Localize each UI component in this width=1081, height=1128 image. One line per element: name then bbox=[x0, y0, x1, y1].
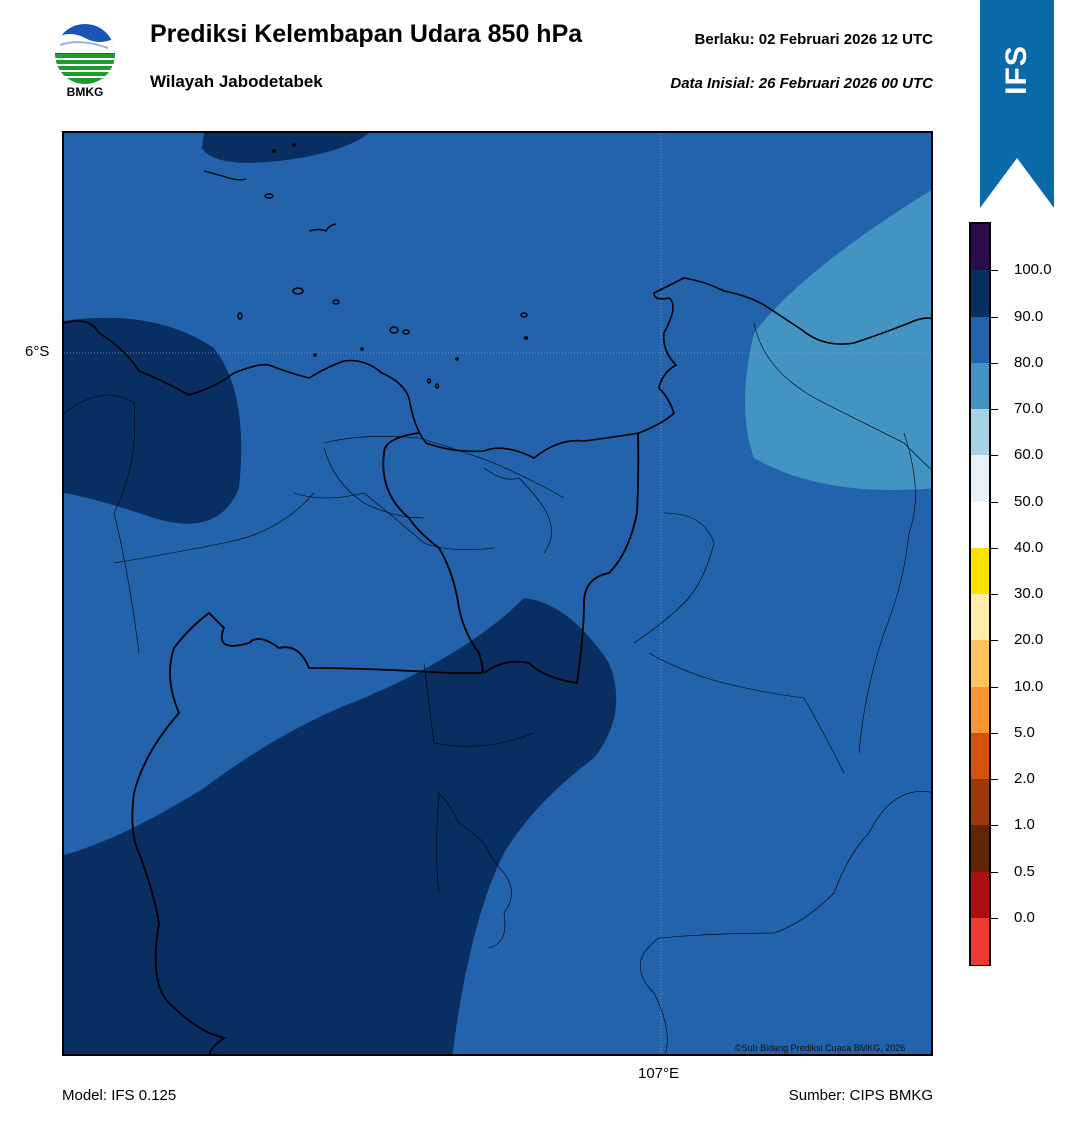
humidity-map bbox=[64, 133, 931, 1054]
ifs-ribbon-icon bbox=[980, 0, 1054, 208]
model-label: Model: IFS 0.125 bbox=[62, 1087, 177, 1104]
colorbar-tick-label: 40.0 bbox=[1014, 538, 1044, 556]
colorbar-segment bbox=[971, 686, 989, 734]
rh-70-80-area bbox=[745, 190, 931, 490]
colorbar-tick-label: 5.0 bbox=[1014, 723, 1035, 741]
colorbar-segment bbox=[971, 316, 989, 364]
longitude-label: 107°E bbox=[638, 1065, 680, 1082]
colorbar-tick bbox=[991, 779, 998, 780]
colorbar-tick bbox=[991, 825, 998, 827]
colorbar-segment bbox=[971, 224, 989, 271]
source-label: Sumber: CIPS BMKG bbox=[788, 1087, 933, 1104]
colorbar-segment bbox=[971, 501, 989, 549]
colorbar-segment bbox=[971, 640, 989, 687]
logo-label: BMKG bbox=[66, 85, 104, 99]
colorbar-tick bbox=[991, 501, 998, 503]
coastline bbox=[64, 277, 931, 459]
colorbar-tick bbox=[991, 917, 998, 919]
colorbar-tick bbox=[991, 362, 998, 364]
colorbar-segment bbox=[971, 871, 989, 919]
valid-time: Berlaku: 02 Februari 2026 12 UTC bbox=[694, 31, 933, 48]
colorbar-segment bbox=[971, 409, 989, 456]
rh-90-100-west bbox=[64, 317, 242, 524]
colorbar-tick-label: 0.0 bbox=[1014, 908, 1035, 926]
colorbar-segment bbox=[971, 594, 989, 641]
colorbar-segment bbox=[971, 362, 989, 410]
colorbar-segment bbox=[971, 779, 989, 826]
colorbar-tick-label: 2.0 bbox=[1014, 770, 1035, 787]
colorbar-tick-label: 100.0 bbox=[1014, 261, 1052, 279]
colorbar-tick-label: 0.5 bbox=[1014, 862, 1035, 880]
colorbar-tick-label: 20.0 bbox=[1014, 631, 1044, 649]
map-credit: ©Sub Bidang Prediksi Cuaca BMKG, 2026 bbox=[735, 1043, 906, 1053]
colorbar-segment bbox=[971, 917, 989, 965]
colorbar-tick bbox=[991, 732, 998, 734]
district-borders bbox=[64, 322, 931, 1054]
init-time: Data Inisial: 26 Februari 2026 00 UTC bbox=[670, 75, 933, 92]
colorbar-segment bbox=[971, 547, 989, 595]
rh-90-100-north bbox=[202, 133, 369, 163]
colorbar-tick bbox=[991, 547, 998, 549]
colorbar-tick-label: 30.0 bbox=[1014, 585, 1044, 602]
colorbar-tick bbox=[991, 594, 998, 595]
colorbar-tick-label: 80.0 bbox=[1014, 353, 1044, 371]
colorbar-segment bbox=[971, 270, 989, 317]
colorbar-tick bbox=[991, 871, 998, 873]
colorbar-tick-label: 70.0 bbox=[1014, 400, 1044, 417]
colorbar-tick bbox=[991, 409, 998, 410]
colorbar bbox=[969, 222, 991, 966]
province-borders bbox=[131, 432, 640, 1054]
map-title: Prediksi Kelembapan Udara 850 hPa bbox=[150, 20, 583, 48]
colorbar-tick bbox=[991, 316, 998, 318]
colorbar-tick bbox=[991, 640, 998, 642]
colorbar-tick-label: 50.0 bbox=[1014, 492, 1044, 510]
colorbar-segment bbox=[971, 825, 989, 872]
latitude-label: 6°S bbox=[25, 343, 50, 360]
map-subtitle: Wilayah Jabodetabek bbox=[150, 72, 323, 91]
bmkg-logo-icon bbox=[55, 24, 115, 84]
colorbar-tick bbox=[991, 686, 998, 688]
rh-90-100-south bbox=[64, 598, 617, 1054]
map-panel bbox=[62, 131, 933, 1056]
colorbar-tick-label: 90.0 bbox=[1014, 307, 1044, 325]
islands bbox=[203, 143, 529, 389]
colorbar-tick bbox=[991, 270, 998, 272]
colorbar-tick-label: 10.0 bbox=[1014, 677, 1044, 695]
colorbar-tick-label: 60.0 bbox=[1014, 446, 1044, 464]
colorbar-tick-label: 1.0 bbox=[1014, 816, 1035, 834]
ifs-ribbon-label: IFS bbox=[1000, 45, 1033, 95]
colorbar-segment bbox=[971, 455, 989, 502]
colorbar-tick bbox=[991, 455, 998, 457]
colorbar-segment bbox=[971, 732, 989, 780]
